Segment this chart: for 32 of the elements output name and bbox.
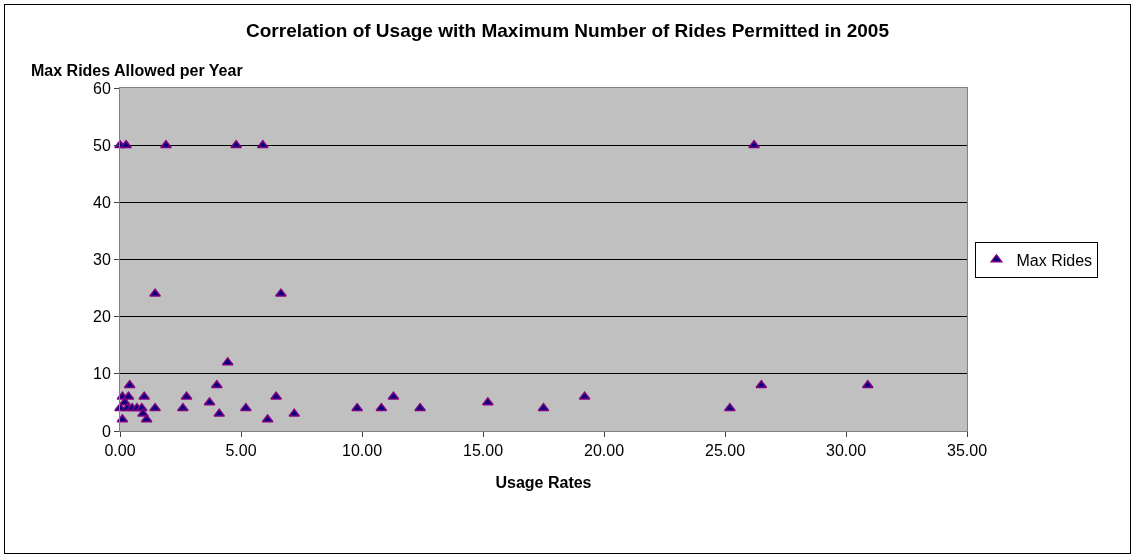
point xyxy=(230,139,243,149)
legend-label: Max Rides xyxy=(1016,251,1093,269)
point xyxy=(256,139,269,149)
x-tick-label: 30.00 xyxy=(825,442,867,460)
point xyxy=(120,139,132,149)
y-axis-title: Max Rides Allowed per Year xyxy=(31,62,243,79)
y-tick-label: 40 xyxy=(93,193,111,211)
x-tick-label: 5.00 xyxy=(225,442,257,460)
point xyxy=(239,402,252,412)
point xyxy=(748,139,760,149)
point xyxy=(351,402,364,412)
point xyxy=(375,402,388,412)
x-tick-label: 25.00 xyxy=(704,442,746,460)
x-tick-label: 10.00 xyxy=(341,442,383,460)
y-tick-label: 20 xyxy=(93,308,111,326)
x-tick-label: 20.00 xyxy=(583,442,625,460)
point xyxy=(160,139,172,149)
x-tick-label: 0.00 xyxy=(104,442,136,460)
chart-title: Correlation of Usage with Maximum Number of Rides Permitted in 2005 xyxy=(246,20,890,42)
y-tick-label: 0 xyxy=(101,422,111,440)
x-axis-title: Usage Rates xyxy=(495,473,592,491)
y-tick-label: 50 xyxy=(93,136,111,154)
point xyxy=(414,402,427,412)
point xyxy=(176,402,189,412)
y-tick-label: 10 xyxy=(93,365,111,383)
x-tick-label: 15.00 xyxy=(462,442,504,460)
y-tick-label: 30 xyxy=(93,251,111,269)
point xyxy=(723,402,736,412)
point xyxy=(149,402,162,412)
y-tick-label: 60 xyxy=(93,79,111,97)
point xyxy=(537,402,550,412)
x-tick-label: 35.00 xyxy=(946,442,988,460)
